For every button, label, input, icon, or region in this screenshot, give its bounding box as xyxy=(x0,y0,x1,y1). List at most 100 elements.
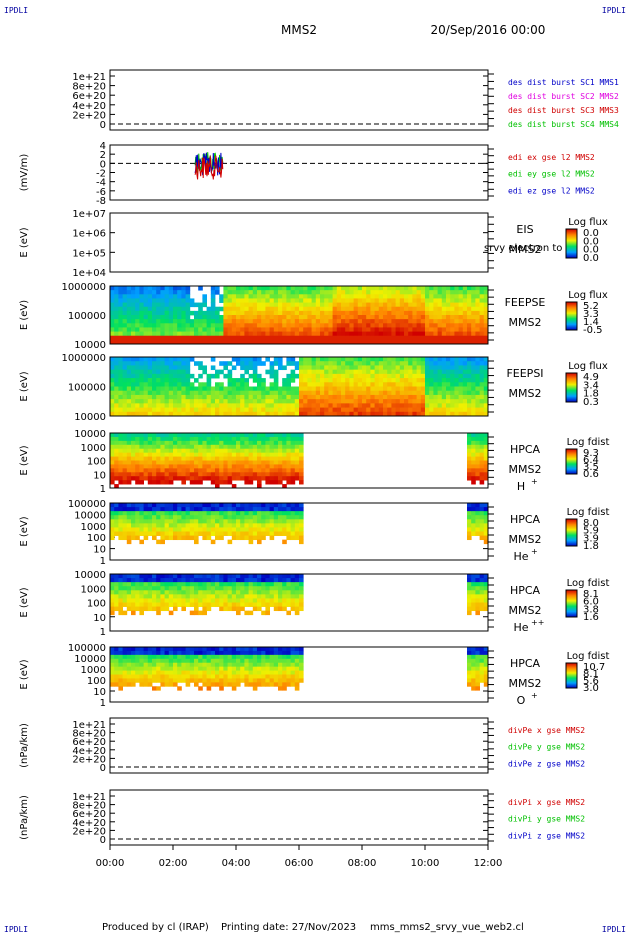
heatmap-cell xyxy=(483,511,489,516)
heatmap-cell xyxy=(475,382,480,387)
heatmap-cell xyxy=(164,472,170,477)
heatmap-cell xyxy=(357,327,363,332)
heatmap-cell xyxy=(290,535,296,541)
heatmap-cell xyxy=(189,440,195,446)
legend-entry: des dist burst SC4 MMS4 xyxy=(508,120,619,129)
heatmap-cell xyxy=(185,378,191,383)
heatmap-cell xyxy=(227,662,233,668)
heatmap-cell xyxy=(420,394,426,400)
heatmap-cell xyxy=(131,670,136,675)
heatmap-cell xyxy=(257,650,262,656)
heatmap-cell xyxy=(206,331,212,337)
heatmap-cell xyxy=(362,378,367,383)
heatmap-cell xyxy=(278,480,283,485)
heatmap-cell xyxy=(143,339,149,345)
heatmap-cell xyxy=(416,407,422,413)
heatmap-cell xyxy=(252,357,258,362)
heatmap-cell xyxy=(303,357,308,362)
heatmap-cell xyxy=(433,319,438,324)
heatmap-cell xyxy=(177,290,182,295)
heatmap-cell xyxy=(378,382,384,387)
heatmap-cell xyxy=(206,452,212,457)
heatmap-cell xyxy=(160,606,165,612)
heatmap-cell xyxy=(362,298,367,303)
heatmap-cell xyxy=(236,361,241,366)
heatmap-cell xyxy=(160,319,165,324)
heatmap-cell xyxy=(194,378,199,383)
heatmap-cell xyxy=(408,331,413,337)
heatmap-cell xyxy=(227,436,233,442)
heatmap-cell xyxy=(395,290,401,295)
heatmap-cell xyxy=(198,658,203,664)
heatmap-cell xyxy=(177,686,182,691)
heatmap-cell xyxy=(416,331,422,337)
heatmap-cell xyxy=(425,302,430,308)
heatmap-cell xyxy=(391,290,396,295)
heatmap-cell xyxy=(290,527,296,532)
heatmap-cell xyxy=(210,578,216,583)
colorbar-tick-label: 3.9 xyxy=(583,533,599,544)
y-tick-label: 1 xyxy=(100,556,106,567)
heatmap-cell xyxy=(462,323,468,328)
heatmap-cell xyxy=(118,440,123,446)
heatmap-cell xyxy=(185,382,191,387)
heatmap-cell xyxy=(471,662,476,668)
heatmap-cell xyxy=(303,315,308,320)
heatmap-cell xyxy=(219,452,224,457)
heatmap-cell xyxy=(467,519,472,524)
heatmap-cell xyxy=(433,411,438,417)
heatmap-cell xyxy=(168,440,174,446)
heatmap-cell xyxy=(189,519,195,524)
heatmap-cell xyxy=(219,511,224,516)
heatmap-cell xyxy=(475,519,480,524)
heatmap-cell xyxy=(467,382,472,387)
heatmap-cell xyxy=(341,319,346,324)
heatmap-cell xyxy=(299,531,304,536)
heatmap-cell xyxy=(223,523,228,528)
heatmap-cell xyxy=(156,339,161,345)
heatmap-cell xyxy=(307,298,312,303)
heatmap-cell xyxy=(336,290,342,295)
heatmap-cell xyxy=(236,503,241,508)
heatmap-cell xyxy=(227,582,233,587)
heatmap-cell xyxy=(467,527,472,532)
heatmap-cell xyxy=(240,507,245,512)
heatmap-cell xyxy=(479,503,485,508)
panel-frame-top xyxy=(109,646,489,703)
heatmap-cell xyxy=(278,448,283,454)
heatmap-cell xyxy=(290,658,296,664)
heatmap-cell xyxy=(471,523,476,528)
heatmap-cell xyxy=(198,399,203,404)
heatmap-cell xyxy=(210,331,216,337)
heatmap-cell xyxy=(114,590,119,595)
heatmap-cell xyxy=(429,327,434,332)
heatmap-cell xyxy=(231,503,237,508)
heatmap-cell xyxy=(483,331,489,337)
heatmap-cell xyxy=(168,598,174,603)
heatmap-cell xyxy=(244,670,249,675)
heatmap-cell xyxy=(345,361,350,366)
heatmap-cell xyxy=(278,674,283,679)
heatmap-cell xyxy=(131,464,136,469)
heatmap-cell xyxy=(206,527,212,532)
heatmap-cell xyxy=(219,433,224,438)
colorbar-tick-label: 8.1 xyxy=(583,669,599,680)
heatmap-cell xyxy=(206,433,212,438)
heatmap-cell xyxy=(471,606,476,612)
heatmap-cell xyxy=(278,578,283,583)
heatmap-cell xyxy=(471,598,476,603)
heatmap-cell xyxy=(219,527,224,532)
heatmap-cell xyxy=(164,399,170,404)
heatmap-cell xyxy=(378,290,384,295)
heatmap-cell xyxy=(458,327,464,332)
heatmap-cell xyxy=(252,294,258,299)
heatmap-cell xyxy=(244,586,249,591)
heatmap-cell xyxy=(257,286,262,291)
heatmap-cell xyxy=(404,286,409,291)
heatmap-cell xyxy=(462,382,468,387)
heatmap-cell xyxy=(336,373,342,379)
heatmap-cell xyxy=(168,433,174,438)
heatmap-cell xyxy=(471,666,476,671)
heatmap-cell xyxy=(467,361,472,366)
heatmap-cell xyxy=(147,319,153,324)
